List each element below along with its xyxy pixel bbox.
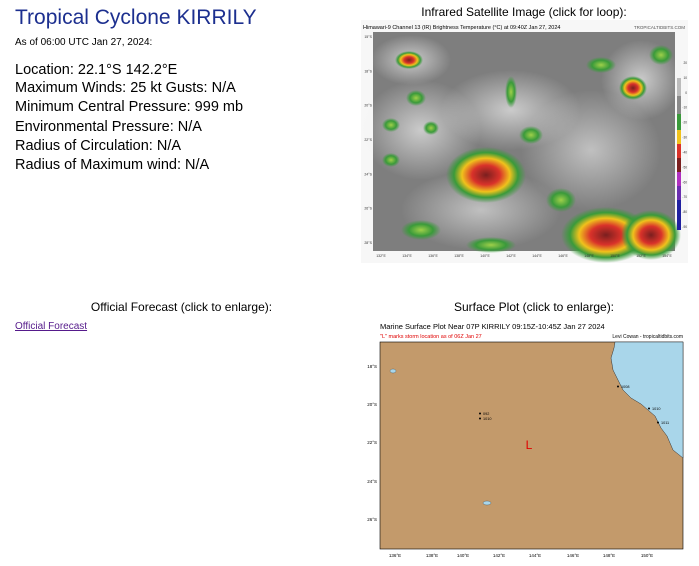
ir-colorbar-label: -90	[682, 225, 687, 229]
ir-lon-label: 152°E	[636, 254, 646, 258]
ir-lat-label: 15°S	[364, 35, 372, 39]
station-plot: 1010	[652, 407, 660, 411]
radius-max-wind-text: Radius of Maximum wind: N/A	[15, 157, 210, 173]
station-dot	[648, 407, 650, 410]
ir-lat-label: 22°S	[364, 138, 372, 142]
surface-lon-label: 138°E	[426, 553, 438, 558]
surface-plot-caption: Surface Plot (click to enlarge):	[453, 300, 615, 314]
forecast-caption: Official Forecast (click to enlarge):	[90, 300, 273, 314]
as-of-timestamp: As of 06:00 UTC Jan 27, 2024:	[15, 37, 153, 48]
station-plot: 1011	[661, 421, 669, 425]
central-pressure-text: Minimum Central Pressure: 999 mb	[15, 99, 244, 115]
surface-plot-image[interactable]: Marine Surface Plot Near 07P KIRRILY 09:…	[365, 318, 688, 561]
storm-location-marker: L	[526, 438, 533, 452]
ir-lat-label: 24°S	[364, 172, 372, 176]
official-forecast-link[interactable]: Official Forecast	[15, 321, 88, 332]
ir-lon-label: 132°E	[376, 254, 386, 258]
surface-lat-label: 24°S	[367, 479, 377, 484]
surface-lon-label: 144°E	[529, 553, 541, 558]
ir-colorbar-label: -50	[682, 165, 687, 169]
ir-colorbar-label: -70	[682, 195, 687, 199]
inland-lake	[389, 368, 397, 374]
ir-lon-label: 144°E	[532, 254, 542, 258]
radius-circulation-text: Radius of Circulation: N/A	[15, 138, 182, 154]
ir-colorbar-label: -60	[682, 180, 687, 184]
ir-colorbar-label: -40	[682, 150, 687, 154]
ir-colorbar	[677, 60, 681, 230]
surface-lon-label: 146°E	[567, 553, 579, 558]
coral-sea	[610, 341, 684, 459]
surface-lat-label: 18°S	[367, 364, 377, 369]
ir-lon-label: 154°E	[662, 254, 672, 258]
ir-colorbar-label: -20	[682, 121, 687, 125]
ir-image-title: Himawari-9 Channel 13 (IR) Brightness Te…	[363, 25, 560, 31]
ir-lon-label: 136°E	[428, 254, 438, 258]
ir-lon-label: 148°E	[584, 254, 594, 258]
station-dot	[479, 417, 481, 420]
inland-lake	[482, 500, 492, 506]
surface-plot-subtitle: "L" marks storm location as of 06Z Jan 2…	[380, 334, 482, 340]
ir-colorbar-label: 0	[685, 91, 687, 95]
ir-watermark: TROPICALTIDBITS.COM	[634, 25, 685, 30]
ir-colorbar-label: 20	[683, 61, 687, 65]
ir-colorbar-label: -30	[682, 136, 687, 140]
surface-lon-label: 140°E	[457, 553, 469, 558]
ir-lon-label: 138°E	[454, 254, 464, 258]
station-dot	[657, 421, 659, 424]
surface-lon-label: 136°E	[389, 553, 401, 558]
surface-lon-label: 150°E	[641, 553, 653, 558]
ir-lon-label: 150°E	[610, 254, 620, 258]
ir-lat-label: 26°S	[364, 207, 372, 211]
ir-colorbar-label: 10	[683, 76, 687, 80]
surface-plot-svg: Marine Surface Plot Near 07P KIRRILY 09:…	[367, 322, 684, 558]
surface-lon-label: 142°E	[493, 553, 505, 558]
ir-lat-label: 28°S	[364, 241, 372, 245]
ir-lat-label: 20°S	[364, 104, 372, 108]
ir-colorbar-label: -80	[682, 210, 687, 214]
ir-colorbar-label: -10	[682, 106, 687, 110]
environmental-pressure-text: Environmental Pressure: N/A	[15, 119, 202, 135]
ir-caption: Infrared Satellite Image (click for loop…	[421, 5, 627, 19]
ir-satellite-image[interactable]: Himawari-9 Channel 13 (IR) Brightness Te…	[361, 20, 688, 263]
surface-plot-credit: Levi Cowan - tropicaltidbits.com	[612, 334, 683, 340]
location-text: Location: 22.1°S 142.2°E	[15, 62, 178, 78]
station-plot: 1010	[483, 417, 491, 421]
page-title: Tropical Cyclone KIRRILY	[15, 6, 257, 29]
station-dot	[617, 385, 619, 388]
surface-lon-label: 148°E	[603, 553, 615, 558]
surface-lat-label: 22°S	[367, 440, 377, 445]
ir-lon-label: 134°E	[402, 254, 412, 258]
ir-image-svg: Himawari-9 Channel 13 (IR) Brightness Te…	[361, 25, 687, 263]
station-dot	[479, 412, 481, 415]
max-winds-text: Maximum Winds: 25 kt Gusts: N/A	[15, 80, 236, 96]
surface-lat-label: 26°S	[367, 517, 377, 522]
station-plot: 092	[483, 412, 489, 416]
ir-lon-label: 142°E	[506, 254, 516, 258]
station-plot: 1008	[621, 385, 629, 389]
ir-lat-label: 18°S	[364, 69, 372, 73]
ir-lon-label: 146°E	[558, 254, 568, 258]
ir-lon-label: 140°E	[480, 254, 490, 258]
surface-plot-title: Marine Surface Plot Near 07P KIRRILY 09:…	[380, 322, 605, 331]
surface-lat-label: 20°S	[367, 402, 377, 407]
